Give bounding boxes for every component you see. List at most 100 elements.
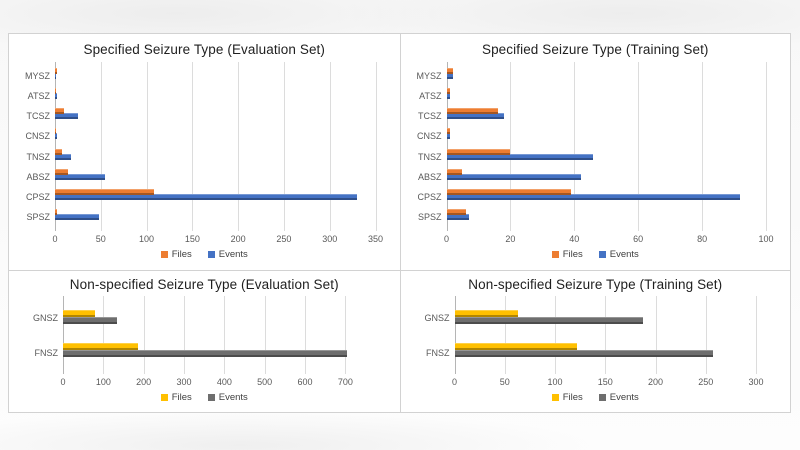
events-bar xyxy=(446,73,453,80)
legend-label: Events xyxy=(218,248,248,260)
axis-tick-label: 150 xyxy=(184,234,200,244)
legend-label: Events xyxy=(609,391,639,403)
events-bar xyxy=(55,213,99,220)
gridline xyxy=(283,62,285,231)
gridline xyxy=(146,62,148,231)
panel-nonspecified-training: Non-specified Seizure Type (Training Set… xyxy=(399,270,791,413)
category-label: ATSZ xyxy=(27,91,50,102)
axis-tick-label: 500 xyxy=(257,377,273,387)
axis-tick-label: 60 xyxy=(633,234,644,244)
bar-row xyxy=(63,303,366,337)
files-bar xyxy=(63,343,138,351)
bar-row xyxy=(454,337,757,371)
axis-tick-label: 0 xyxy=(52,234,58,244)
bar-row xyxy=(446,66,767,86)
plot-area xyxy=(63,296,366,374)
legend-label: Events xyxy=(609,248,639,260)
files-bar xyxy=(55,128,56,135)
chart-title: Specified Seizure Type (Training Set) xyxy=(481,42,709,57)
events-bar xyxy=(63,316,118,324)
legend-label: Files xyxy=(171,248,192,260)
panel-specified-training: Specified Seizure Type (Training Set) MY… xyxy=(399,33,791,271)
gridline xyxy=(192,62,194,231)
category-label: CPSZ xyxy=(417,191,442,202)
gridline xyxy=(446,62,448,231)
files-bar xyxy=(55,168,68,175)
category-label: GNSZ xyxy=(32,312,58,323)
category-label: TNSZ xyxy=(26,151,51,162)
plot-area xyxy=(446,62,767,231)
bar-row xyxy=(55,86,376,106)
legend-label: Files xyxy=(171,391,192,403)
category-label: FNSZ xyxy=(426,347,450,358)
axis-tick-label: 200 xyxy=(136,377,152,387)
axis-tick-label: 400 xyxy=(216,377,232,387)
category-label: TCSZ xyxy=(418,111,442,122)
files-bar xyxy=(55,148,63,155)
gridline xyxy=(638,62,640,231)
bar-row xyxy=(55,66,376,86)
gridline xyxy=(184,296,185,374)
axis-tick-label: 0 xyxy=(60,377,66,387)
chart-legend: Files Events xyxy=(401,248,791,260)
files-bar xyxy=(55,188,154,195)
charts-grid: Specified Seizure Type (Evaluation Set) … xyxy=(8,33,791,413)
files-bar xyxy=(454,343,578,351)
legend-item: Events xyxy=(598,391,639,403)
axis-tick-label: 300 xyxy=(176,377,192,387)
gridline xyxy=(555,296,556,374)
bar-row xyxy=(55,147,376,167)
bar-row xyxy=(55,207,376,227)
axis-tick-label: 100 xyxy=(547,377,563,387)
gridline xyxy=(143,296,145,374)
events-bar xyxy=(55,193,358,200)
axis-tick-label: 100 xyxy=(139,234,155,244)
category-label: ABSZ xyxy=(26,171,50,182)
category-label: FNSZ xyxy=(34,347,59,358)
category-axis: GNSZ FNSZ xyxy=(17,296,63,374)
events-bar xyxy=(55,153,71,160)
category-label: TNSZ xyxy=(418,151,442,162)
gridline xyxy=(264,296,266,374)
legend-item: Files xyxy=(551,391,583,403)
gridline xyxy=(574,62,576,231)
category-axis: MYSZ ATSZ TCSZ CNSZ TNSZ ABSZ CPSZ SPSZ xyxy=(409,62,447,231)
legend-swatch-icon xyxy=(160,250,168,258)
files-bar xyxy=(55,68,57,75)
bar-row xyxy=(446,106,767,126)
bar-chart-specified-evaluation: MYSZ ATSZ TCSZ CNSZ TNSZ ABSZ CPSZ SPSZ 0 50 100 1… xyxy=(17,62,383,246)
value-axis: 0 50 100 150 200 250 300 350 xyxy=(52,231,383,246)
files-bar xyxy=(55,88,56,95)
bar-row xyxy=(63,337,366,371)
legend-item: Events xyxy=(598,248,639,260)
events-bar xyxy=(446,173,581,180)
legend-item: Files xyxy=(551,249,583,260)
gridline xyxy=(100,62,102,231)
gridline xyxy=(305,296,306,374)
axis-tick-label: 50 xyxy=(95,234,106,244)
legend-label: Files xyxy=(562,391,583,403)
legend-swatch-icon xyxy=(598,250,606,258)
bar-chart-nonspecified-evaluation: GNSZ FNSZ 0 100 200 300 400 500 600 700 xyxy=(17,296,366,389)
bar-row xyxy=(55,126,376,146)
files-bar xyxy=(446,188,572,195)
events-bar xyxy=(446,153,594,160)
axis-tick-label: 350 xyxy=(367,234,384,244)
files-bar xyxy=(446,88,450,95)
category-label: CPSZ xyxy=(25,191,50,202)
category-label: GNSZ xyxy=(424,312,450,323)
category-label: SPSZ xyxy=(417,211,442,222)
chart-legend: Files Events xyxy=(9,248,400,260)
gridline xyxy=(510,62,512,231)
gridline xyxy=(705,296,707,374)
axis-tick-label: 40 xyxy=(569,234,580,244)
gridline xyxy=(55,62,56,231)
gridline xyxy=(605,296,607,374)
files-bar xyxy=(446,208,466,215)
gridline xyxy=(238,62,240,231)
bar-chart-specified-training: MYSZ ATSZ TCSZ CNSZ TNSZ ABSZ CPSZ SPSZ 0 20 40 60… xyxy=(409,62,774,246)
axis-tick-label: 300 xyxy=(322,234,338,244)
legend-swatch-icon xyxy=(207,250,215,258)
category-label: CNSZ xyxy=(25,131,51,142)
